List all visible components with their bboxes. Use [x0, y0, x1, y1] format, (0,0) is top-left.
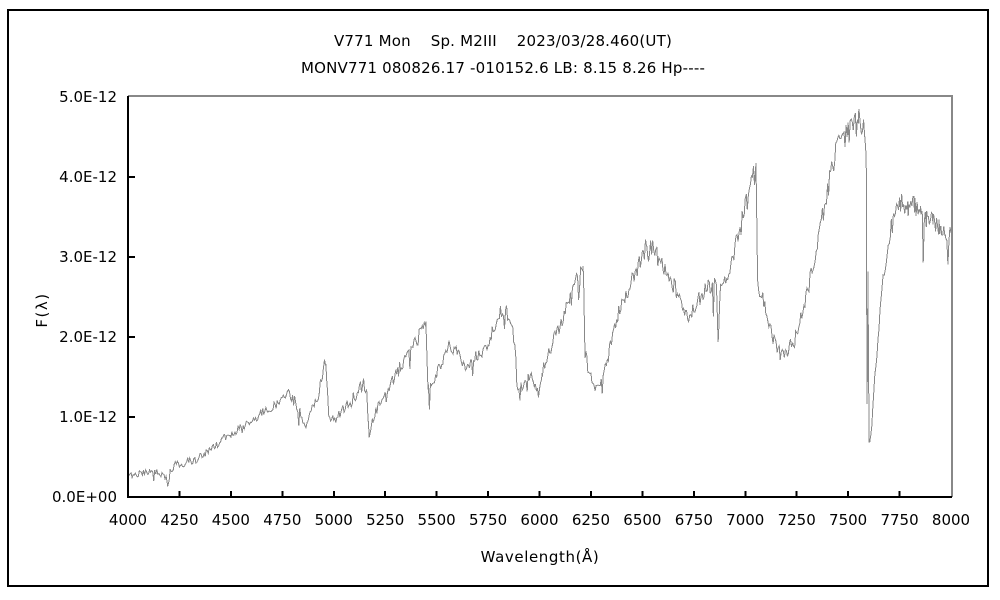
- x-tick-label: 7750: [880, 511, 919, 529]
- axis-tick-marks: [128, 176, 901, 497]
- x-tick-label: 7000: [726, 511, 765, 529]
- plot-frame-top-right: [128, 95, 953, 497]
- x-tick-label: 6500: [623, 511, 662, 529]
- x-tick-label: 5500: [417, 511, 456, 529]
- spectrum-line: [127, 109, 952, 487]
- x-tick-label: 4500: [211, 511, 250, 529]
- plot-frame-left-bottom: [127, 96, 952, 498]
- x-tick-label: 7500: [829, 511, 868, 529]
- x-tick-label: 5750: [468, 511, 508, 529]
- y-tick-label: 3.0E-12: [59, 248, 117, 266]
- x-tick-label: 5250: [366, 511, 405, 529]
- x-tick-label: 7250: [777, 511, 816, 529]
- y-tick-label: 4.0E-12: [59, 168, 117, 186]
- y-tick-label: 2.0E-12: [59, 328, 117, 346]
- x-tick-label: 5000: [314, 511, 353, 529]
- y-tick-label: 1.0E-12: [59, 408, 117, 426]
- x-axis-label: Wavelength(Å): [480, 548, 600, 566]
- x-tick-label: 6000: [520, 511, 559, 529]
- chart-subtitle: MONV771 080826.17 -010152.6 LB: 8.15 8.2…: [300, 59, 706, 77]
- x-tick-label: 8000: [931, 511, 971, 529]
- y-tick-label: 5.0E-12: [59, 88, 117, 106]
- x-tick-label: 6250: [571, 511, 611, 529]
- x-tick-label: 6750: [674, 511, 713, 529]
- x-tick-label: 4250: [160, 511, 199, 529]
- x-tick-label: 4000: [108, 511, 148, 529]
- y-tick-label: 0.0E+00: [52, 488, 117, 506]
- figure-border: [7, 9, 989, 587]
- x-tick-label: 4750: [263, 511, 302, 529]
- chart-title: V771 Mon Sp. M2III 2023/03/28.460(UT): [333, 32, 673, 50]
